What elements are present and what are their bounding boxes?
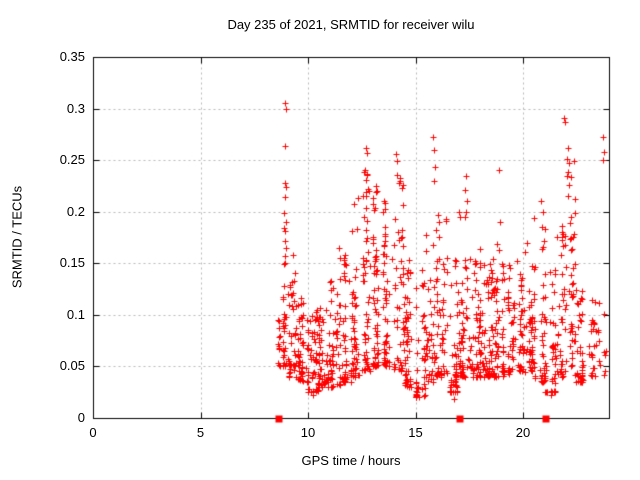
- y-tick-label: 0.15: [59, 255, 85, 271]
- x-tick-label: 10: [300, 425, 316, 440]
- y-tick-label: 0.1: [66, 306, 85, 322]
- x-axis-title: GPS time / hours: [301, 453, 401, 468]
- y-tick-label: 0.05: [59, 358, 85, 374]
- y-tick-label: 0.35: [59, 49, 85, 64]
- x-tick-label: 20: [515, 425, 531, 440]
- x-tick-label: 5: [196, 425, 205, 440]
- y-tick-label: 0.3: [66, 100, 85, 116]
- chart-title: Day 235 of 2021, SRMTID for receiver wil…: [227, 17, 475, 32]
- x-tick-label: 0: [89, 425, 97, 440]
- y-axis-title: SRMTID / TECUs: [9, 185, 25, 289]
- y-tick-label: 0.25: [59, 152, 85, 168]
- y-tick-label: 0.2: [66, 203, 85, 219]
- x-tick-label: 15: [408, 425, 423, 440]
- y-tick-label: 0: [77, 410, 85, 425]
